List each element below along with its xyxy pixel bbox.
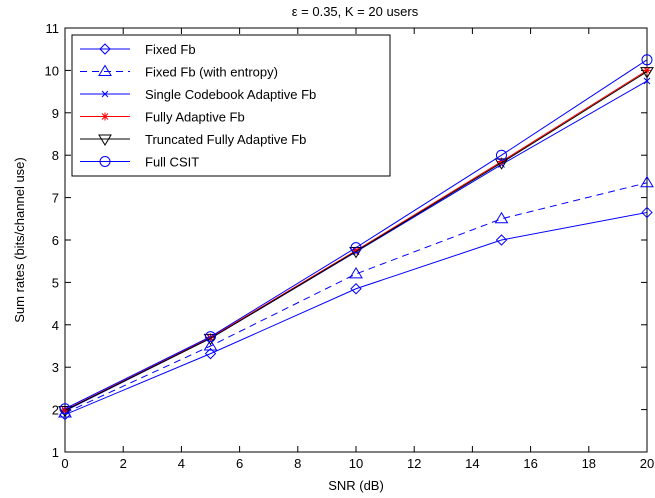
x-tick-label: 18 — [582, 456, 596, 471]
legend-box — [71, 34, 391, 177]
x-tick-label: 2 — [120, 456, 127, 471]
series-layer — [58, 54, 654, 421]
legend-marker — [99, 156, 111, 167]
series-line — [64, 59, 648, 410]
data-point — [495, 234, 508, 246]
legend-label: Truncated Fully Adaptive Fb — [145, 132, 306, 147]
legend-entry: Fixed Fb (with entropy) — [80, 65, 278, 80]
series-line — [64, 211, 648, 416]
legend-label: Fully Adaptive Fb — [145, 110, 245, 125]
legend-label: Fixed Fb (with entropy) — [145, 65, 278, 80]
x-tick-label: 20 — [640, 456, 654, 471]
legend-entry: Fully Adaptive Fb — [80, 110, 245, 125]
legend-entry: Truncated Fully Adaptive Fb — [80, 132, 306, 147]
x-axis: 0 2 4 6 8 10 12 14 16 18 20 — [61, 28, 654, 471]
legend-entry: Fixed Fb — [80, 42, 196, 57]
series-truncated-fully-adaptive-fb — [58, 67, 654, 418]
legend-label: Single Codebook Adaptive Fb — [145, 87, 316, 102]
y-axis-label: Sum rates (bits/channel use) — [12, 157, 27, 322]
y-tick-label: 4 — [52, 318, 59, 333]
legend-label: Fixed Fb — [145, 42, 196, 57]
data-point — [641, 206, 653, 219]
series-line — [64, 71, 648, 411]
data-point — [203, 333, 218, 346]
legend-entry: Single Codebook Adaptive Fb — [80, 87, 316, 102]
x-tick-label: 10 — [349, 456, 363, 471]
legend-entry: Full CSIT — [80, 155, 199, 170]
legend-marker — [99, 43, 111, 55]
legend-label: Full CSIT — [145, 155, 199, 170]
y-tick-label: 10 — [45, 63, 59, 78]
data-point — [59, 403, 71, 415]
y-tick-label: 11 — [46, 21, 60, 36]
chart-title: ε = 0.35, K = 20 users — [292, 4, 419, 19]
data-point — [203, 339, 218, 351]
data-point — [641, 54, 653, 66]
data-point — [640, 175, 654, 188]
series-full-csit — [59, 54, 653, 415]
y-tick-label: 6 — [52, 233, 59, 248]
data-point — [494, 158, 509, 170]
y-tick-label: 1 — [52, 445, 59, 460]
series-line — [64, 182, 648, 414]
legend-marker — [98, 64, 112, 76]
data-point — [204, 347, 217, 360]
x-axis-label: SNR (dB) — [328, 478, 384, 493]
data-point — [58, 405, 72, 418]
y-tick-label: 5 — [52, 275, 59, 290]
data-point — [494, 211, 509, 224]
x-tick-label: 12 — [407, 456, 421, 471]
data-point — [205, 331, 216, 343]
x-tick-label: 0 — [61, 456, 68, 471]
x-tick-label: 6 — [236, 456, 243, 471]
data-point — [349, 266, 363, 279]
y-tick-label: 3 — [52, 360, 59, 375]
x-tick-label: 4 — [178, 456, 185, 471]
legend-marker — [98, 134, 112, 146]
x-tick-label: 14 — [465, 456, 479, 471]
legend-marker — [101, 90, 109, 98]
x-tick-label: 8 — [294, 456, 301, 471]
data-point — [206, 333, 215, 342]
series-fully-adaptive-fb — [61, 66, 651, 415]
data-point — [350, 283, 362, 295]
data-point — [643, 77, 651, 85]
data-point — [352, 246, 360, 255]
data-point — [640, 67, 654, 79]
data-point — [350, 242, 362, 254]
y-tick-label: 7 — [52, 191, 59, 206]
legend: Fixed Fb Fixed Fb (with entropy) Single Co… — [71, 34, 391, 177]
data-point — [497, 157, 506, 166]
data-point — [643, 66, 651, 75]
legend-marker — [101, 112, 109, 121]
y-tick-label: 2 — [52, 403, 59, 418]
data-point — [496, 149, 507, 161]
x-tick-label: 16 — [523, 456, 537, 471]
y-tick-label: 9 — [52, 106, 59, 121]
y-tick-label: 8 — [52, 148, 59, 163]
